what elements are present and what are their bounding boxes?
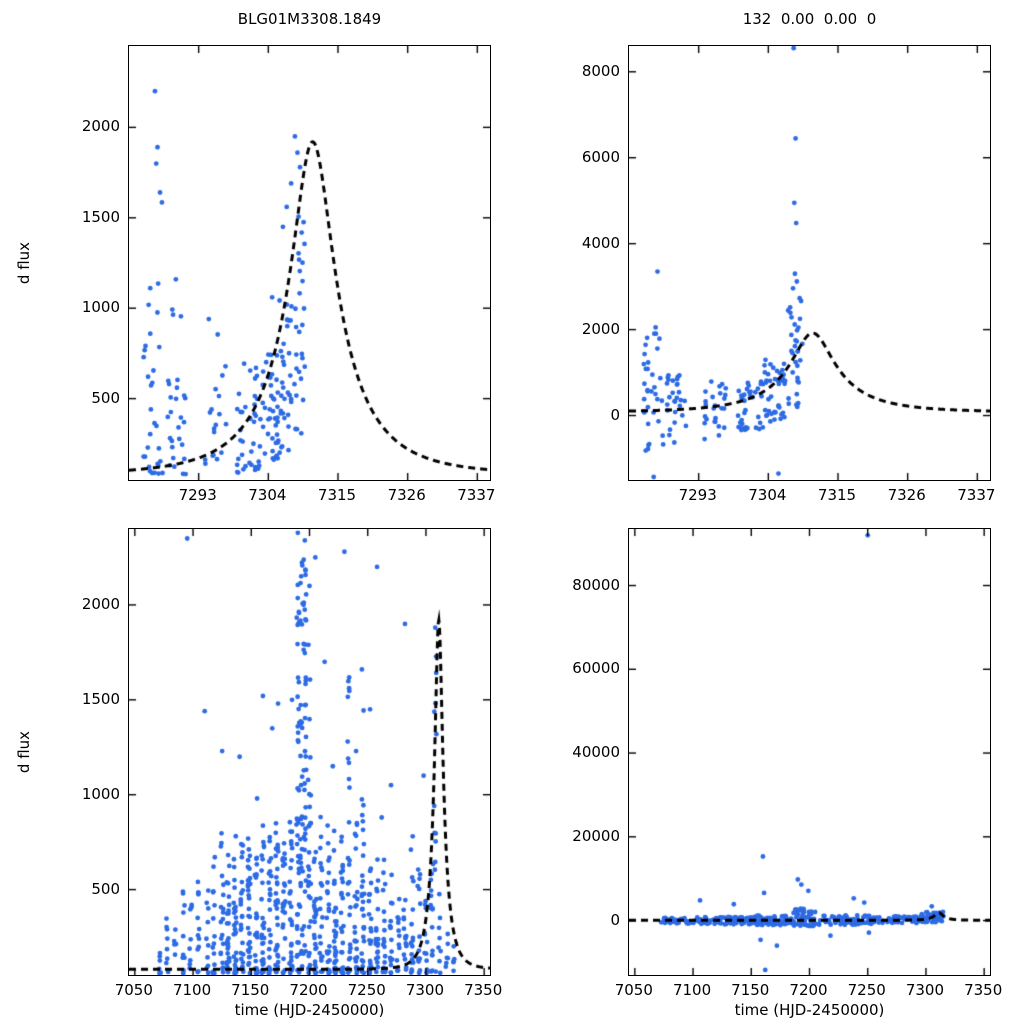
y-tick-label: 0 [610,405,620,424]
y-tick-label: 6000 [581,147,620,166]
y-tick-label: 80000 [572,575,620,594]
x-tick-label: 7200 [289,981,328,999]
x-tick-label: 7250 [847,981,886,999]
panel-title-fit-params: 132 0.00 0.00 0 [742,10,877,28]
x-tick-label: 7350 [464,981,503,999]
x-tick-label: 7293 [678,486,717,504]
x-tick-label: 7293 [178,486,217,504]
x-tick-label: 7050 [614,981,653,999]
y-tick-label: 500 [91,879,120,898]
x-tick-label: 7100 [172,981,212,999]
y-tick-label: 4000 [581,233,620,252]
x-axis-label-bottom-right: time (HJD-2450000) [734,1001,885,1019]
y-tick-label: 0 [610,910,620,929]
x-tick-label: 7304 [248,486,287,504]
x-axis-label-bottom-left: time (HJD-2450000) [234,1001,385,1019]
x-tick-label: 7304 [748,486,787,504]
x-tick-label: 7337 [457,486,496,504]
scatter-canvas-bottom-left [129,529,490,975]
x-tick-label: 7300 [905,981,945,999]
x-tick-label: 7150 [231,981,270,999]
x-tick-label: 7315 [317,486,357,504]
y-tick-label: 2000 [581,319,620,338]
panel-top-right-zoom-raw [628,45,991,481]
y-tick-label: 1500 [81,207,120,226]
y-tick-label: 2000 [81,117,120,136]
scatter-canvas-top-right [629,46,990,480]
x-tick-label: 7050 [114,981,153,999]
panel-top-left-zoom-flux [128,45,491,481]
x-tick-label: 7350 [964,981,1003,999]
x-tick-label: 7250 [347,981,386,999]
y-tick-label: 1000 [81,298,120,317]
y-tick-label: 60000 [572,659,620,678]
panel-title-object-id: BLG01M3308.1849 [237,10,382,28]
x-tick-label: 7200 [789,981,828,999]
y-tick-label: 20000 [572,826,620,845]
x-tick-label: 7150 [731,981,770,999]
x-tick-label: 7326 [387,486,426,504]
scatter-canvas-top-left [129,46,490,480]
x-tick-label: 7337 [957,486,996,504]
x-tick-label: 7326 [887,486,926,504]
y-axis-label-top: d flux [15,241,33,285]
panel-bottom-right-season-raw [628,528,991,976]
y-axis-label-bottom: d flux [15,730,33,774]
y-tick-label: 500 [91,388,120,407]
y-tick-label: 2000 [81,594,120,613]
panel-bottom-left-season-flux [128,528,491,976]
y-tick-label: 40000 [572,743,620,762]
x-tick-label: 7315 [817,486,857,504]
scatter-canvas-bottom-right [629,529,990,975]
y-tick-label: 1500 [81,689,120,708]
y-tick-label: 8000 [581,61,620,80]
x-tick-label: 7300 [405,981,445,999]
y-tick-label: 1000 [81,784,120,803]
x-tick-label: 7100 [672,981,712,999]
